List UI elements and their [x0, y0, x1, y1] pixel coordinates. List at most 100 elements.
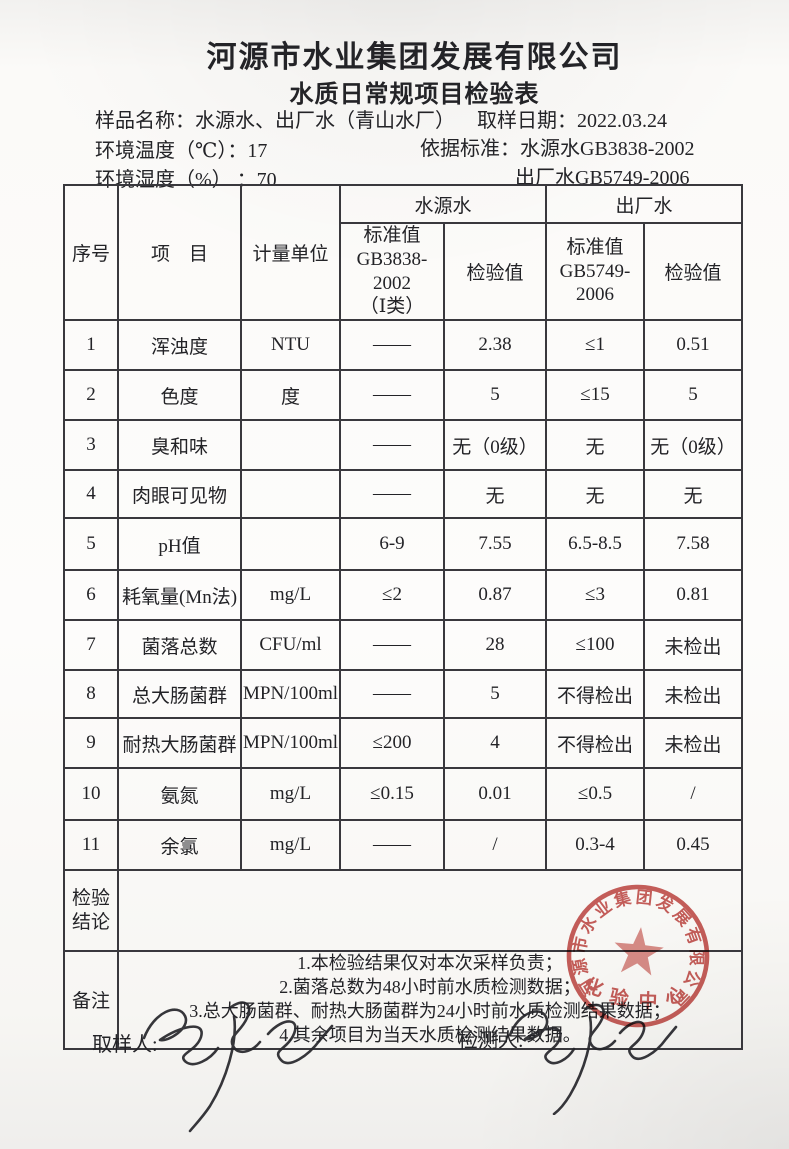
table-row: 9 耐热大肠菌群 MPN/100ml ≤200 4 不得检出 未检出 — [63, 717, 744, 769]
row-item: 氨氮 — [117, 767, 242, 821]
standard-factory-value: 出厂水GB5749-2006 — [515, 167, 690, 189]
row-no: 11 — [63, 819, 119, 871]
svg-text:心: 心 — [664, 984, 685, 1008]
star-icon — [614, 927, 664, 976]
row-unit: NTU — [240, 319, 341, 371]
row-source-value: 无（0级） — [442, 419, 548, 471]
row-factory-value: 未检出 — [643, 619, 744, 671]
row-factory-value: / — [643, 767, 744, 821]
header-source-group: 水源水 — [338, 184, 548, 224]
row-factory-standard: 0.3-4 — [545, 819, 646, 871]
remark-line: 1.本检验结果仅对本次采样负责； — [297, 953, 563, 973]
row-source-value: 4 — [442, 717, 548, 769]
svg-text:有: 有 — [681, 925, 705, 947]
header-factory-standard: 标准值 GB5749-2006 — [545, 222, 646, 321]
remark-line: 2.菌落总数为48小时前水质检测数据； — [279, 976, 581, 997]
row-source-standard: —— — [339, 419, 445, 471]
row-factory-value: 0.51 — [643, 319, 744, 371]
remarks-row: 备注 1.本检验结果仅对本次采样负责； 2.菌落总数为48小时前水质检测数据； … — [63, 950, 744, 1050]
row-factory-value: 无 — [643, 469, 744, 519]
table-row: 11 余氯 mg/L —— / 0.3-4 0.45 — [63, 819, 744, 871]
row-source-value: 0.01 — [442, 767, 548, 821]
header-unit: 计量单位 — [240, 184, 341, 321]
env-temp-value: 17 — [247, 140, 268, 162]
conclusion-row: 检验 结论 — [63, 869, 744, 952]
header-source-checkvalue: 检验值 — [442, 222, 548, 321]
row-source-value: 5 — [442, 369, 548, 421]
row-item: 菌落总数 — [117, 619, 242, 671]
row-unit — [240, 469, 341, 519]
row-no: 3 — [63, 419, 119, 471]
remarks-content: 1.本检验结果仅对本次采样负责； 2.菌落总数为48小时前水质检测数据； 3.总… — [116, 950, 744, 1050]
svg-text:源: 源 — [569, 956, 592, 976]
row-source-standard: —— — [339, 819, 445, 871]
row-factory-value: 5 — [643, 369, 744, 421]
header-factory-group: 出厂水 — [545, 184, 744, 224]
row-unit: mg/L — [240, 767, 341, 821]
tester-label: 检测人: — [458, 1030, 524, 1052]
row-unit: mg/L — [240, 819, 341, 871]
seal-ring — [566, 884, 710, 1028]
row-no: 4 — [63, 469, 119, 519]
row-source-value: 7.55 — [442, 517, 548, 571]
seal-center-text: 化验中心 — [581, 973, 685, 1013]
table-row: 1 浑浊度 NTU —— 2.38 ≤1 0.51 — [63, 319, 744, 371]
table-row: 4 肉眼可见物 —— 无 无 无 — [63, 469, 744, 519]
row-unit: CFU/ml — [240, 619, 341, 671]
row-factory-standard: 无 — [545, 469, 646, 519]
sampler-label: 取样人: — [92, 1034, 158, 1056]
sampler-signature — [142, 1001, 334, 1133]
row-unit: MPN/100ml — [240, 669, 341, 719]
row-source-standard: —— — [339, 369, 445, 421]
svg-text:中: 中 — [638, 989, 658, 1013]
sample-name-line: 样品名称：水源水、出厂水（青山水厂） 取样日期：2022.03.24 — [95, 104, 667, 133]
sampling-date-label: 取样日期： — [477, 110, 577, 132]
row-source-standard: —— — [339, 469, 445, 519]
row-source-standard: —— — [339, 319, 445, 371]
row-no: 5 — [63, 517, 119, 571]
row-factory-value: 无（0级） — [643, 419, 744, 471]
row-source-standard: —— — [339, 669, 445, 719]
row-factory-value: 7.58 — [643, 517, 744, 571]
header-source-standard: 标准值 GB3838-2002 （Ⅰ类） — [339, 222, 445, 321]
row-source-standard: ≤0.15 — [339, 767, 445, 821]
remark-line: 4.其余项目为当天水质检测结果数据。 — [279, 1024, 581, 1045]
standard-line-source: 依据标准：水源水GB3838-2002 — [420, 132, 694, 161]
row-no: 2 — [63, 369, 119, 421]
row-item: 耐热大肠菌群 — [117, 717, 242, 769]
table-row: 3 臭和味 —— 无（0级） 无 无（0级） — [63, 419, 744, 471]
header-row-groups: 序号 项 目 计量单位 水源水 出厂水 — [63, 184, 744, 321]
row-unit: MPN/100ml — [240, 717, 341, 769]
svg-text:团: 团 — [635, 888, 653, 909]
row-factory-standard: ≤0.5 — [545, 767, 646, 821]
report-title: 水质日常规项目检验表 — [289, 82, 540, 108]
row-item: 色度 — [117, 369, 242, 421]
sampling-date-value: 2022.03.24 — [577, 110, 667, 132]
row-factory-standard: 6.5-8.5 — [545, 517, 646, 571]
row-item: 余氯 — [117, 819, 242, 871]
row-item: 浑浊度 — [117, 319, 242, 371]
row-factory-value: 0.81 — [643, 569, 744, 621]
row-no: 10 — [63, 767, 119, 821]
table-row: 8 总大肠菌群 MPN/100ml —— 5 不得检出 未检出 — [63, 669, 744, 719]
row-factory-value: 0.45 — [643, 819, 744, 871]
table-row: 5 pH值 6-9 7.55 6.5-8.5 7.58 — [63, 517, 744, 571]
row-factory-standard: 无 — [545, 419, 646, 471]
table-row: 10 氨氮 mg/L ≤0.15 0.01 ≤0.5 / — [63, 767, 744, 821]
row-source-value: 5 — [442, 669, 548, 719]
row-no: 7 — [63, 619, 119, 671]
row-factory-standard: ≤100 — [545, 619, 646, 671]
row-factory-standard: 不得检出 — [545, 669, 646, 719]
row-source-value: / — [442, 819, 548, 871]
row-unit — [240, 517, 341, 571]
table-row: 6 耗氧量(Mn法) mg/L ≤2 0.87 ≤3 0.81 — [63, 569, 744, 621]
row-source-value: 2.38 — [442, 319, 548, 371]
table-row: 2 色度 度 —— 5 ≤15 5 — [63, 369, 744, 421]
env-temp-line: 环境温度（℃）：17 — [95, 134, 267, 163]
row-source-standard: 6-9 — [339, 517, 445, 571]
row-factory-standard: ≤3 — [545, 569, 646, 621]
standard-label: 依据标准： — [420, 138, 520, 160]
sample-name-value: 水源水、出厂水（青山水厂） — [195, 110, 455, 132]
sample-name-label: 样品名称： — [95, 110, 195, 132]
remark-line: 3.总大肠菌群、耐热大肠菌群为24小时前水质检测结果数据； — [189, 1000, 671, 1021]
